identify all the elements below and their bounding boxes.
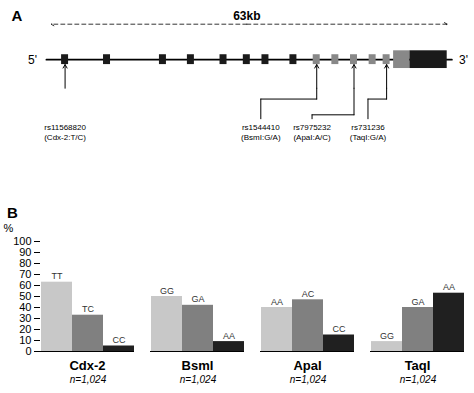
svg-text:CC: CC (113, 335, 126, 345)
svg-text:GA: GA (411, 297, 424, 307)
svg-text:ApaI: ApaI (293, 358, 321, 373)
svg-text:0: 0 (25, 345, 31, 357)
svg-text:40: 40 (19, 301, 31, 313)
svg-text:GA: GA (191, 294, 204, 304)
svg-text:GG: GG (380, 331, 394, 341)
svg-text:n=1,024: n=1,024 (290, 374, 327, 385)
svg-text:60: 60 (19, 279, 31, 291)
svg-text:rs11568820(Cdx-2:T/C): rs11568820(Cdx-2:T/C) (44, 123, 86, 142)
svg-text:n=1,024: n=1,024 (180, 374, 217, 385)
svg-text:30: 30 (19, 312, 31, 324)
svg-text:n=1,024: n=1,024 (400, 374, 437, 385)
svg-text:AA: AA (443, 282, 455, 292)
svg-text:Cdx-2: Cdx-2 (69, 358, 105, 373)
svg-text:50: 50 (19, 290, 31, 302)
svg-text:%: % (4, 222, 14, 234)
svg-text:63kb: 63kb (233, 9, 260, 23)
svg-text:AA: AA (271, 297, 283, 307)
svg-text:rs731236(TaqI:G/A): rs731236(TaqI:G/A) (350, 123, 387, 142)
svg-text:10: 10 (19, 334, 31, 346)
svg-text:5': 5' (28, 53, 37, 67)
svg-text:AC: AC (302, 289, 315, 299)
svg-text:CC: CC (333, 324, 346, 334)
svg-text:90: 90 (19, 246, 31, 258)
svg-text:BsmI: BsmI (182, 358, 214, 373)
svg-text:rs1544410(BsmI:G/A): rs1544410(BsmI:G/A) (241, 123, 281, 142)
svg-text:20: 20 (19, 323, 31, 335)
svg-text:AA: AA (223, 331, 235, 341)
svg-text:80: 80 (19, 257, 31, 269)
svg-text:A: A (11, 7, 22, 24)
svg-text:n=1,024: n=1,024 (70, 374, 107, 385)
svg-text:TaqI: TaqI (405, 358, 431, 373)
svg-text:70: 70 (19, 268, 31, 280)
svg-text:GG: GG (160, 286, 174, 296)
svg-text:TT: TT (52, 271, 63, 281)
html-text:B: B (7, 204, 18, 221)
svg-text:3': 3' (459, 53, 468, 67)
svg-text:rs7975232(ApaI:A/C): rs7975232(ApaI:A/C) (293, 123, 331, 142)
svg-text:TC: TC (82, 304, 94, 314)
svg-text:100: 100 (13, 235, 31, 247)
